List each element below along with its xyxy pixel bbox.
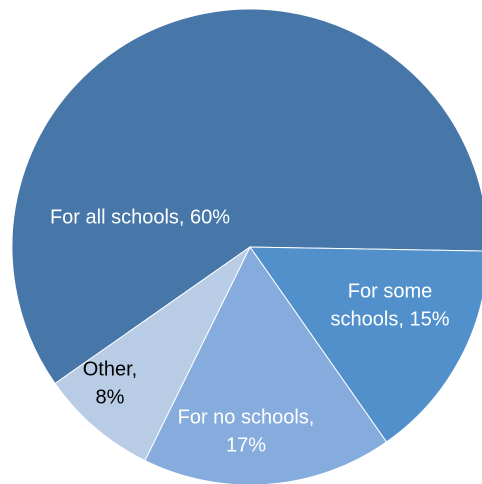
pie-slice xyxy=(54,246,251,462)
slice-data-label: 17% xyxy=(226,434,266,456)
slice-data-label: schools, 15% xyxy=(331,308,450,330)
slice-data-label: 8% xyxy=(96,386,125,408)
pie-slice xyxy=(144,246,388,484)
labels-layer: For all schools, 60% For some schools, 15%… xyxy=(50,206,450,456)
pie-slice xyxy=(11,8,482,385)
slice-data-label: For no schools, xyxy=(178,406,315,428)
slice-data-label: Other, xyxy=(83,358,137,380)
slice-data-label: For all schools, 60% xyxy=(50,206,230,228)
slice-data-label: For some xyxy=(348,280,432,302)
slices-layer xyxy=(11,8,482,484)
pie-slice xyxy=(249,246,482,443)
